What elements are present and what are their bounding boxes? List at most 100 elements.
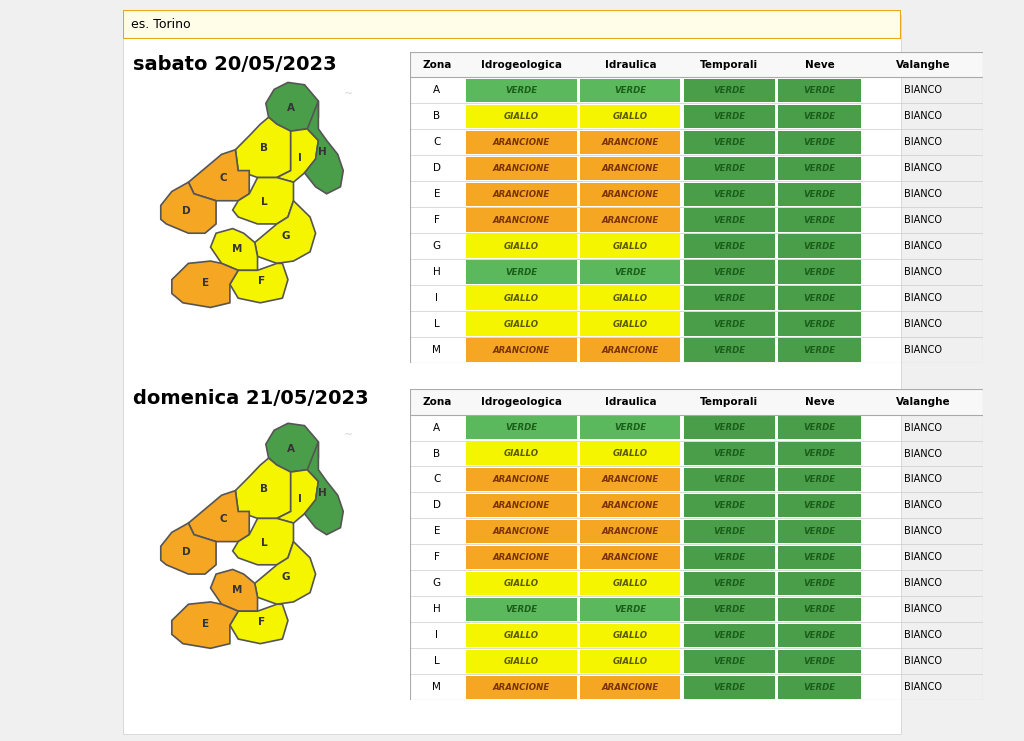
Text: G: G xyxy=(433,579,441,588)
FancyBboxPatch shape xyxy=(581,676,680,699)
FancyBboxPatch shape xyxy=(581,130,680,154)
FancyBboxPatch shape xyxy=(581,571,680,595)
Text: ARANCIONE: ARANCIONE xyxy=(602,553,659,562)
Text: D: D xyxy=(182,547,191,556)
Text: G: G xyxy=(433,242,441,251)
Polygon shape xyxy=(276,129,318,182)
Text: F: F xyxy=(434,552,439,562)
Text: BIANCO: BIANCO xyxy=(904,319,942,329)
Text: ARANCIONE: ARANCIONE xyxy=(493,553,550,562)
Polygon shape xyxy=(229,263,288,303)
Text: BIANCO: BIANCO xyxy=(904,293,942,303)
Text: VERDE: VERDE xyxy=(804,190,836,199)
Text: VERDE: VERDE xyxy=(714,268,745,276)
Text: VERDE: VERDE xyxy=(714,475,745,484)
Text: ~: ~ xyxy=(344,89,353,99)
Text: VERDE: VERDE xyxy=(614,423,646,432)
FancyBboxPatch shape xyxy=(410,52,983,77)
FancyBboxPatch shape xyxy=(466,571,578,595)
FancyBboxPatch shape xyxy=(466,234,578,258)
Text: VERDE: VERDE xyxy=(714,138,745,147)
Text: VERDE: VERDE xyxy=(714,657,745,665)
Text: A: A xyxy=(288,103,295,113)
Text: VERDE: VERDE xyxy=(714,190,745,199)
Text: es. Torino: es. Torino xyxy=(131,18,190,31)
FancyBboxPatch shape xyxy=(778,624,861,647)
Text: VERDE: VERDE xyxy=(804,242,836,250)
Text: ARANCIONE: ARANCIONE xyxy=(602,501,659,510)
Text: F: F xyxy=(258,617,265,627)
Polygon shape xyxy=(188,150,249,201)
FancyBboxPatch shape xyxy=(466,182,578,206)
FancyBboxPatch shape xyxy=(778,494,861,517)
Text: BIANCO: BIANCO xyxy=(904,682,942,692)
FancyBboxPatch shape xyxy=(466,260,578,284)
Text: ARANCIONE: ARANCIONE xyxy=(602,138,659,147)
Text: VERDE: VERDE xyxy=(714,216,745,225)
FancyBboxPatch shape xyxy=(581,234,680,258)
FancyBboxPatch shape xyxy=(581,597,680,621)
Polygon shape xyxy=(161,523,216,574)
Text: VERDE: VERDE xyxy=(804,423,836,432)
Text: VERDE: VERDE xyxy=(714,682,745,692)
Text: D: D xyxy=(182,206,191,216)
Text: L: L xyxy=(260,538,267,548)
Polygon shape xyxy=(255,542,315,604)
Polygon shape xyxy=(236,117,291,178)
FancyBboxPatch shape xyxy=(410,389,983,414)
Text: VERDE: VERDE xyxy=(714,449,745,458)
FancyBboxPatch shape xyxy=(466,650,578,673)
Text: GIALLO: GIALLO xyxy=(504,293,539,302)
Text: VERDE: VERDE xyxy=(804,553,836,562)
Text: VERDE: VERDE xyxy=(714,527,745,536)
Text: E: E xyxy=(433,189,440,199)
Text: VERDE: VERDE xyxy=(804,501,836,510)
FancyBboxPatch shape xyxy=(466,104,578,128)
Text: VERDE: VERDE xyxy=(804,475,836,484)
FancyBboxPatch shape xyxy=(684,468,775,491)
Text: VERDE: VERDE xyxy=(714,579,745,588)
Text: VERDE: VERDE xyxy=(714,605,745,614)
FancyBboxPatch shape xyxy=(684,156,775,180)
Text: E: E xyxy=(433,526,440,536)
Text: BIANCO: BIANCO xyxy=(904,605,942,614)
Text: GIALLO: GIALLO xyxy=(504,319,539,328)
Text: Temporali: Temporali xyxy=(700,59,759,70)
FancyBboxPatch shape xyxy=(684,260,775,284)
Text: ARANCIONE: ARANCIONE xyxy=(493,501,550,510)
Text: GIALLO: GIALLO xyxy=(612,112,648,121)
Text: VERDE: VERDE xyxy=(714,553,745,562)
FancyBboxPatch shape xyxy=(778,79,861,102)
Text: L: L xyxy=(434,319,439,329)
Polygon shape xyxy=(232,519,294,565)
Polygon shape xyxy=(266,423,318,472)
Text: B: B xyxy=(433,111,440,122)
FancyBboxPatch shape xyxy=(581,313,680,336)
FancyBboxPatch shape xyxy=(684,234,775,258)
Text: GIALLO: GIALLO xyxy=(504,449,539,458)
Text: BIANCO: BIANCO xyxy=(904,242,942,251)
Text: Idrogeologica: Idrogeologica xyxy=(481,396,562,407)
FancyBboxPatch shape xyxy=(684,442,775,465)
Text: VERDE: VERDE xyxy=(714,501,745,510)
Text: BIANCO: BIANCO xyxy=(904,657,942,666)
Text: VERDE: VERDE xyxy=(714,293,745,302)
FancyBboxPatch shape xyxy=(581,468,680,491)
Polygon shape xyxy=(304,101,343,194)
Text: ARANCIONE: ARANCIONE xyxy=(493,527,550,536)
FancyBboxPatch shape xyxy=(581,519,680,543)
Text: VERDE: VERDE xyxy=(506,86,538,95)
Text: H: H xyxy=(433,605,440,614)
Text: Neve: Neve xyxy=(805,59,835,70)
FancyBboxPatch shape xyxy=(466,156,578,180)
Text: BIANCO: BIANCO xyxy=(904,526,942,536)
Text: GIALLO: GIALLO xyxy=(612,293,648,302)
Text: Valanghe: Valanghe xyxy=(896,396,950,407)
Text: Neve: Neve xyxy=(805,396,835,407)
FancyBboxPatch shape xyxy=(684,208,775,232)
Text: BIANCO: BIANCO xyxy=(904,137,942,147)
Text: ARANCIONE: ARANCIONE xyxy=(602,190,659,199)
FancyBboxPatch shape xyxy=(778,545,861,569)
Text: ARANCIONE: ARANCIONE xyxy=(493,138,550,147)
FancyBboxPatch shape xyxy=(466,545,578,569)
